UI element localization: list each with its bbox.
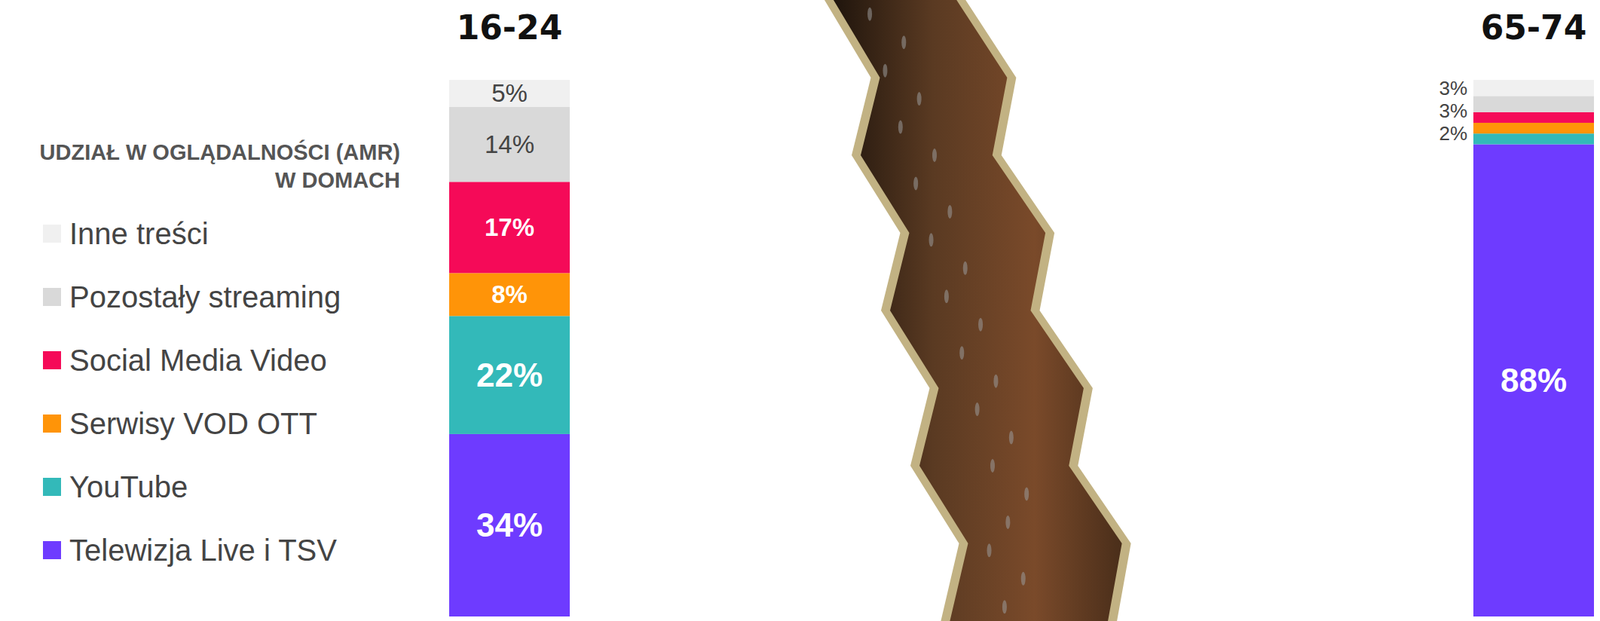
rip-texture xyxy=(978,318,983,332)
legend-swatch xyxy=(42,477,62,496)
rip-texture xyxy=(1002,599,1007,614)
bar-segment xyxy=(449,181,570,273)
bar-segment xyxy=(449,107,570,183)
legend-title-line: W DOMACH xyxy=(275,168,401,193)
rip-edge xyxy=(822,0,1132,621)
data-labels: 34%22%8%17%14%5%88%3%3%2% xyxy=(476,76,1567,545)
data-label: 17% xyxy=(484,213,535,242)
bar-segment xyxy=(1473,112,1594,123)
rip-texture xyxy=(959,345,964,360)
rip-texture xyxy=(913,176,918,190)
rip-texture xyxy=(901,35,906,49)
legend-swatch xyxy=(42,541,62,560)
bar-segment xyxy=(1473,95,1594,112)
data-label: 22% xyxy=(476,356,543,394)
legend-title: UDZIAŁ W OGLĄDALNOŚCI (AMR) W DOMACH xyxy=(39,139,401,193)
bar-segment xyxy=(1473,133,1594,144)
data-label: 8% xyxy=(491,280,528,309)
category-title: 16-24 xyxy=(456,8,563,47)
rip-texture xyxy=(882,64,888,78)
data-label: 5% xyxy=(491,79,528,108)
rip-texture xyxy=(867,7,872,22)
rip-texture xyxy=(993,374,998,389)
rip-texture xyxy=(932,148,937,163)
bar-segment xyxy=(1473,79,1594,96)
rip-texture xyxy=(1021,572,1026,586)
rip-texture xyxy=(987,543,992,557)
bar-segment xyxy=(449,79,570,108)
legend-label: Telewizja Live i TSV xyxy=(69,533,337,567)
bar-segment xyxy=(1473,122,1594,134)
legend-label: YouTube xyxy=(69,470,188,504)
rip-texture xyxy=(944,289,949,303)
rip-texture xyxy=(947,204,952,219)
rip-texture xyxy=(898,120,903,135)
legend-label: Pozostały streaming xyxy=(69,280,341,314)
rip-texture xyxy=(1005,515,1010,530)
data-label: 2% xyxy=(1438,122,1468,145)
rip-texture xyxy=(1024,486,1029,501)
legend-title-line: UDZIAŁ W OGLĄDALNOŚCI (AMR) xyxy=(39,139,401,165)
bar-segment xyxy=(1473,143,1594,617)
data-label: 34% xyxy=(476,506,543,544)
rip-texture xyxy=(990,458,995,473)
bars xyxy=(449,79,1594,617)
rip-texture xyxy=(929,232,934,247)
rip xyxy=(831,0,1123,621)
data-label: 14% xyxy=(484,130,535,159)
bar-segment xyxy=(449,272,570,316)
legend-label: Serwisy VOD OTT xyxy=(69,406,318,441)
rip-texture xyxy=(963,261,968,276)
legend-swatch xyxy=(42,414,62,433)
chart: 34%22%8%17%14%5%88%3%3%2%16-2465-74UDZIA… xyxy=(0,0,1600,621)
bar-segment xyxy=(449,434,570,617)
legend-label: Social Media Video xyxy=(69,343,328,377)
rip-texture xyxy=(917,91,922,106)
data-label: 3% xyxy=(1438,76,1468,100)
category-title: 65-74 xyxy=(1480,8,1588,47)
rip-texture xyxy=(1009,431,1014,445)
legend-swatch xyxy=(42,287,62,306)
rip-texture xyxy=(975,402,980,417)
legend-swatch xyxy=(42,224,62,243)
data-label: 88% xyxy=(1500,361,1567,399)
legend-label: Inne treści xyxy=(69,217,209,251)
data-label: 3% xyxy=(1438,99,1468,123)
legend: UDZIAŁ W OGLĄDALNOŚCI (AMR) W DOMACH Inne … xyxy=(39,139,401,567)
bar-segment xyxy=(449,315,570,435)
legend-swatch xyxy=(42,351,62,370)
